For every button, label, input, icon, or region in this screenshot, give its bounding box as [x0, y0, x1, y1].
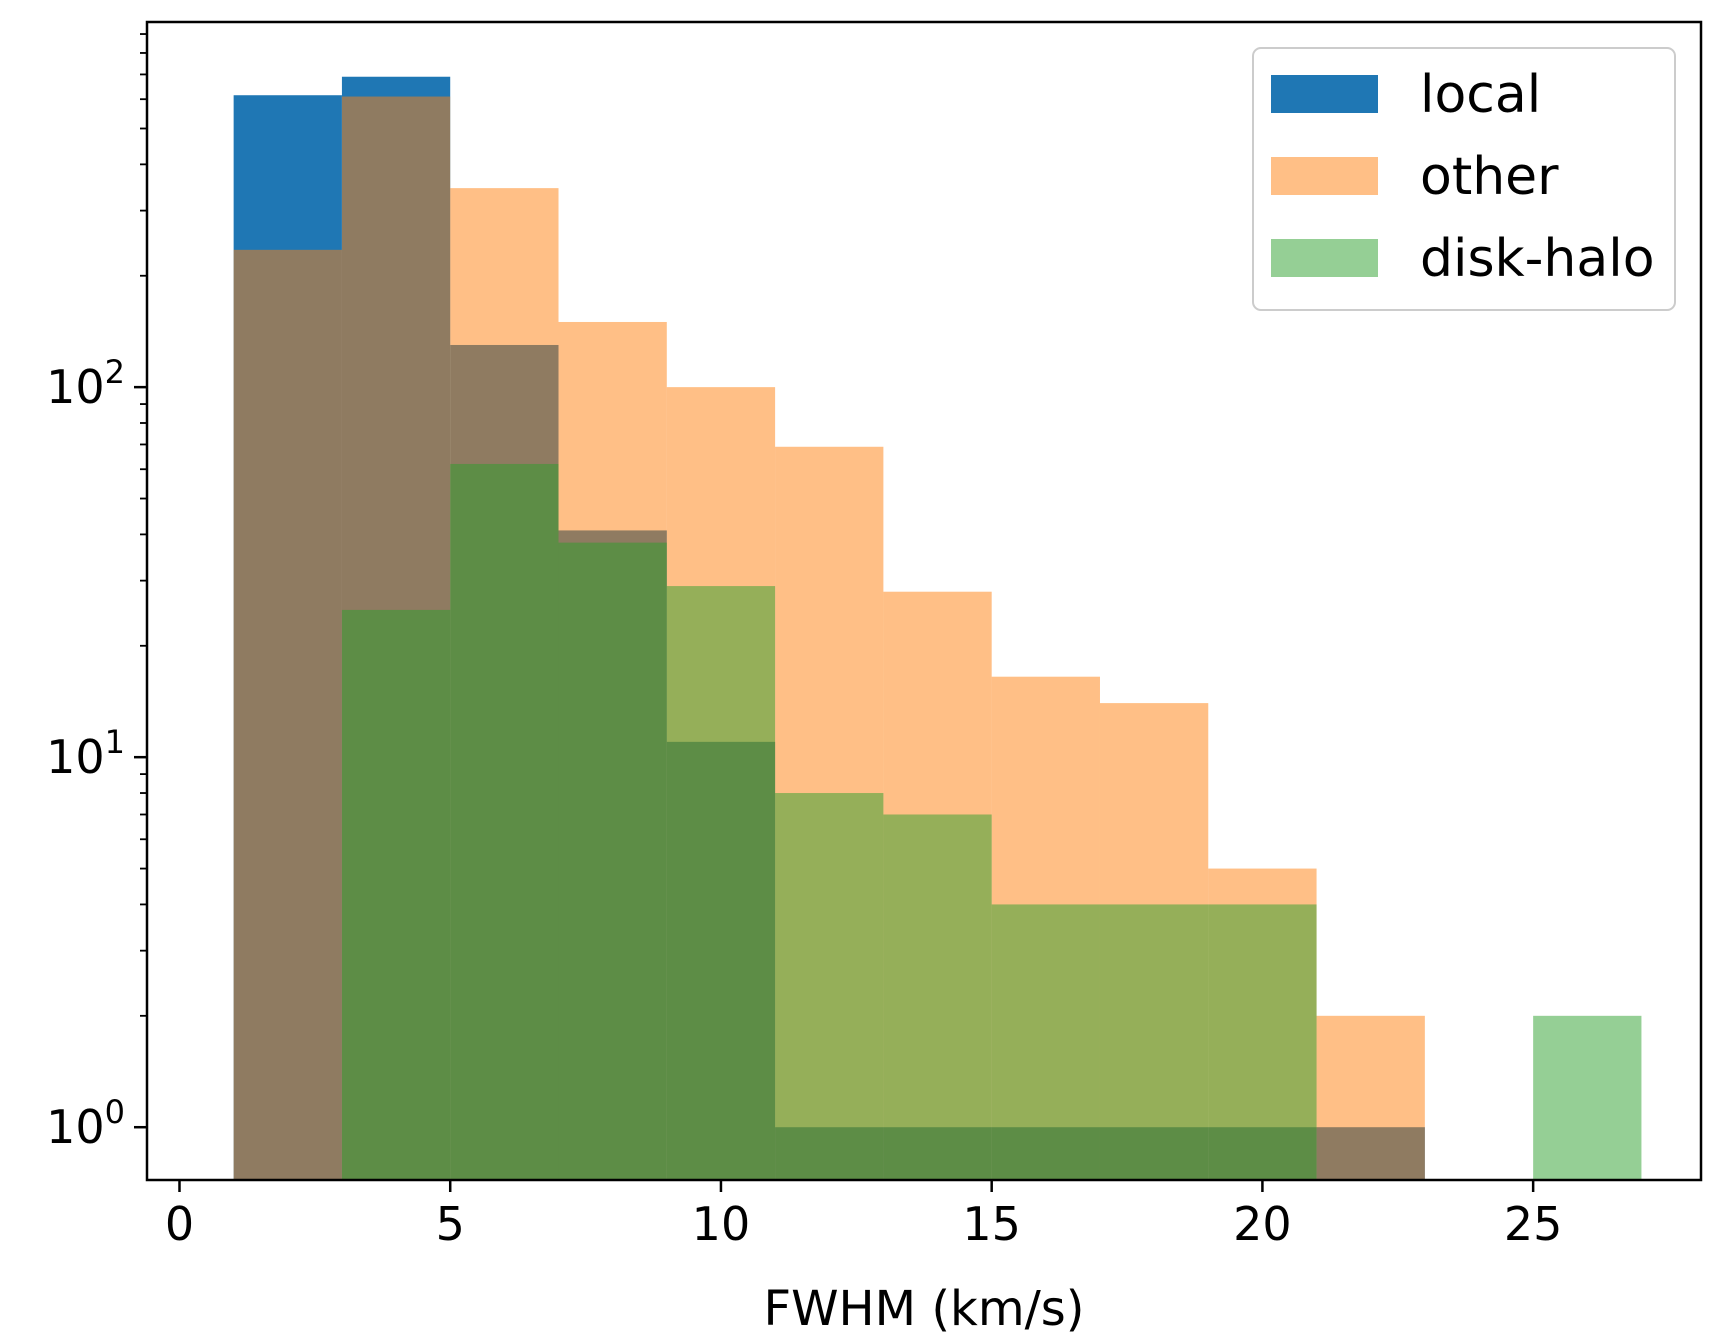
legend-label-other: other [1420, 147, 1559, 207]
y-tick-label-1: 100 [46, 1093, 125, 1154]
bar-disk-halo-bin-2 [450, 463, 559, 1180]
series-disk-halo [341, 463, 1642, 1180]
x-tick-label-25: 25 [1504, 1197, 1563, 1251]
legend-swatch-other [1271, 157, 1378, 195]
y-tick-label-100: 102 [46, 353, 125, 414]
legend-label-disk-halo: disk-halo [1420, 229, 1655, 289]
bar-other-bin-10 [1316, 1015, 1425, 1180]
histogram-bars [233, 76, 1642, 1181]
x-tick-label-0: 0 [165, 1197, 194, 1251]
x-axis: 0 5 10 15 20 25 [165, 1180, 1563, 1251]
bar-disk-halo-bin-12 [1533, 1015, 1642, 1180]
bar-disk-halo-bin-3 [558, 542, 667, 1180]
plot-frame [145, 20, 1703, 1182]
bar-disk-halo-bin-5 [775, 793, 884, 1180]
x-tick-label-5: 5 [436, 1197, 465, 1251]
legend-swatch-disk-halo [1271, 239, 1378, 277]
x-axis-label: FWHM (km/s) [763, 1281, 1084, 1337]
y-tick-label-10: 101 [46, 723, 125, 784]
x-tick-label-15: 15 [962, 1197, 1021, 1251]
bar-disk-halo-bin-7 [991, 904, 1100, 1180]
y-axis: 100 101 102 [46, 33, 147, 1154]
bar-disk-halo-bin-1 [341, 609, 451, 1180]
x-tick-label-20: 20 [1233, 1197, 1292, 1251]
legend-swatch-local [1271, 75, 1378, 113]
bar-disk-halo-bin-6 [883, 814, 992, 1180]
bar-other-bin-0 [233, 249, 342, 1181]
legend-label-local: local [1420, 65, 1541, 125]
bar-disk-halo-bin-9 [1208, 904, 1317, 1180]
x-tick-label-10: 10 [692, 1197, 751, 1251]
legend: local other disk-halo [1252, 47, 1676, 311]
bar-disk-halo-bin-8 [1099, 904, 1209, 1180]
bar-disk-halo-bin-4 [666, 586, 776, 1180]
